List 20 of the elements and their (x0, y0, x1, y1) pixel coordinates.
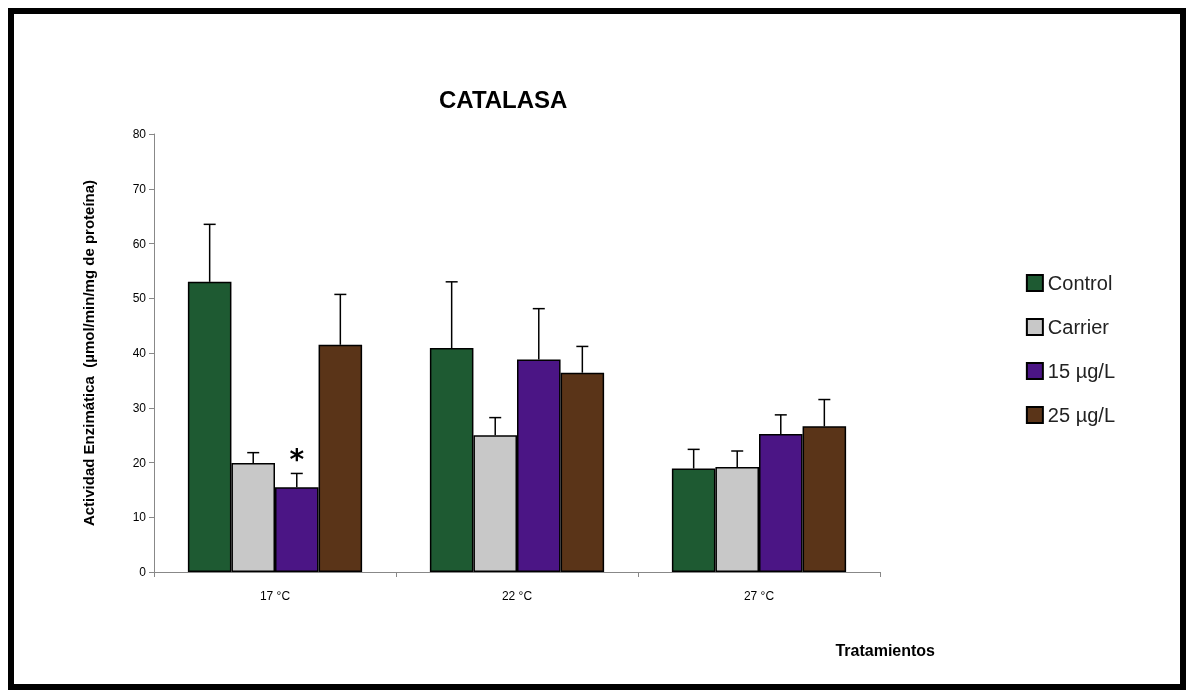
y-tick-label: 80 (132, 127, 147, 141)
annotation: * (289, 443, 305, 477)
y-tick-label: 70 (132, 181, 147, 196)
legend-label: Carrier (1047, 316, 1110, 338)
y-tick-label: 60 (132, 236, 147, 251)
x-tick-label: 17 °C (259, 589, 291, 603)
y-tick-label: 50 (132, 291, 147, 306)
y-tick-label: 20 (132, 455, 147, 470)
x-tick-label: 27 °C (743, 589, 775, 603)
y-tick-label: 30 (132, 400, 147, 415)
x-tick-label: 22 °C (501, 589, 533, 603)
y-tick-label: 10 (132, 510, 147, 525)
y-tick-label: 0 (139, 565, 147, 579)
legend-label: 15 µg/L (1047, 360, 1116, 382)
y-tick-label: 40 (132, 346, 147, 360)
legend-label: 25 µg/L (1047, 404, 1116, 426)
y-axis-title: Actividad Enzimática (µmol/min/mg de proteína) (80, 179, 97, 527)
legend-label: Control (1047, 272, 1113, 294)
x-axis-title: Tratamientos (835, 641, 936, 659)
chart-title: CATALASA (439, 85, 568, 113)
